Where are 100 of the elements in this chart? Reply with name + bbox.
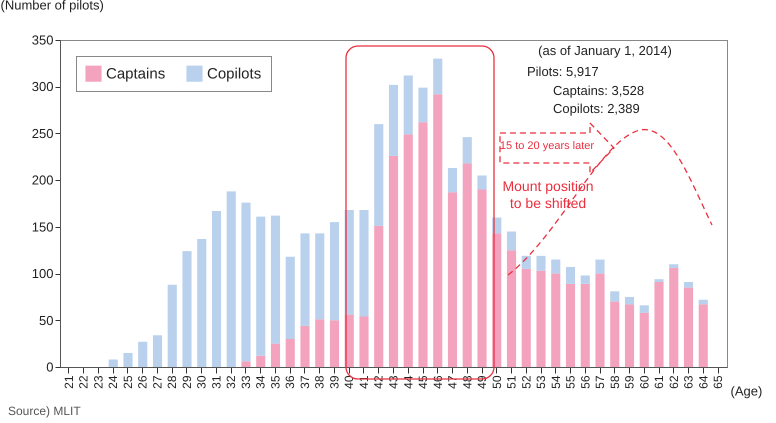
x-tick-label: 55 <box>564 375 578 389</box>
bar <box>108 360 118 367</box>
legend-label: Captains <box>106 66 166 83</box>
x-tick-label: 35 <box>268 375 282 389</box>
bar <box>168 284 177 367</box>
bar <box>477 189 487 367</box>
bar <box>522 268 531 367</box>
x-tick-label: 56 <box>578 375 592 389</box>
bar <box>182 251 192 367</box>
bar <box>595 260 605 274</box>
x-tick-label: 28 <box>165 375 180 389</box>
bar <box>286 256 295 339</box>
x-tick-label: 33 <box>239 375 253 389</box>
bar <box>624 296 634 304</box>
x-tick-label: 27 <box>150 375 164 389</box>
bar <box>669 264 678 268</box>
x-tick-label: 63 <box>682 375 696 389</box>
bar <box>536 270 546 367</box>
bar <box>477 175 487 190</box>
bar <box>551 274 560 367</box>
annotation: (as of January 1, 2014) <box>538 43 672 58</box>
x-tick-label: 54 <box>548 375 563 389</box>
bar <box>433 58 442 94</box>
bar <box>138 342 148 367</box>
bar <box>506 232 516 250</box>
bar <box>330 320 340 367</box>
bar <box>286 338 295 367</box>
bar <box>522 256 531 269</box>
bar <box>654 279 664 282</box>
bar <box>197 239 206 367</box>
legend-label: Copilots <box>207 66 262 83</box>
bar <box>610 302 620 367</box>
x-tick-label: 59 <box>622 375 636 389</box>
x-tick-label: 64 <box>696 375 710 389</box>
annotation: Captains: 3,528 <box>553 83 644 98</box>
x-tick-label: 57 <box>593 375 607 389</box>
x-tick-label: 31 <box>210 375 224 389</box>
bar <box>388 156 398 367</box>
x-tick-label: 21 <box>62 375 76 389</box>
x-tick-label: 36 <box>283 375 298 389</box>
x-tick-label: 30 <box>194 375 209 389</box>
bar <box>300 326 310 367</box>
bar <box>462 137 472 164</box>
y-axis-title: (Number of pilots) <box>0 0 104 12</box>
bar <box>418 122 428 367</box>
x-tick-label: 52 <box>519 375 534 389</box>
bar <box>418 88 428 122</box>
bar <box>330 222 340 320</box>
bar <box>624 304 634 367</box>
bar <box>359 210 369 317</box>
x-tick-label: 53 <box>534 375 548 389</box>
y-tick-label: 350 <box>32 32 54 48</box>
x-tick-label: 62 <box>666 375 681 389</box>
y-tick-label: 50 <box>39 312 54 328</box>
bar <box>551 260 560 274</box>
bar <box>566 267 576 284</box>
bar <box>669 268 678 367</box>
bar <box>536 256 546 271</box>
bar <box>448 168 458 192</box>
bar <box>566 284 576 367</box>
x-tick-label: 32 <box>224 375 238 389</box>
bar <box>404 76 413 134</box>
x-tick-label: 38 <box>312 375 327 389</box>
source-note: Source) MLIT <box>8 404 81 418</box>
bar <box>698 300 708 304</box>
x-tick-label: 23 <box>92 375 106 389</box>
x-tick-label: 29 <box>180 375 194 389</box>
y-tick-label: 250 <box>32 126 54 141</box>
x-tick-label: 34 <box>254 375 268 389</box>
bar <box>226 191 236 367</box>
x-axis-title: (Age) <box>730 384 762 398</box>
x-tick-label: 39 <box>328 375 342 389</box>
x-tick-label: 50 <box>490 375 504 389</box>
x-tick-label: 25 <box>121 375 135 389</box>
bar <box>256 216 266 356</box>
bar <box>123 352 133 367</box>
x-tick-label: 65 <box>711 375 725 389</box>
bar <box>374 124 384 226</box>
bar <box>300 233 310 326</box>
y-tick-label: 100 <box>32 266 54 282</box>
bar <box>640 312 649 367</box>
bar <box>684 288 694 367</box>
bar <box>580 284 590 367</box>
x-tick-label: 51 <box>504 375 518 389</box>
bar <box>462 163 472 367</box>
bar <box>374 226 384 367</box>
bar <box>315 319 324 367</box>
annotation: Mount position to be shifted <box>501 178 595 212</box>
bar <box>404 134 413 367</box>
bar <box>654 282 664 367</box>
bar <box>698 304 708 367</box>
annotation: 15 to 20 years later <box>500 140 594 152</box>
y-tick-label: 0 <box>46 360 54 374</box>
bar <box>595 274 605 367</box>
bar <box>506 250 516 367</box>
y-tick-label: 200 <box>32 172 54 188</box>
x-tick-label: 58 <box>608 375 622 389</box>
x-tick-label: 37 <box>298 375 312 389</box>
bar <box>448 192 458 367</box>
bar <box>640 305 649 313</box>
